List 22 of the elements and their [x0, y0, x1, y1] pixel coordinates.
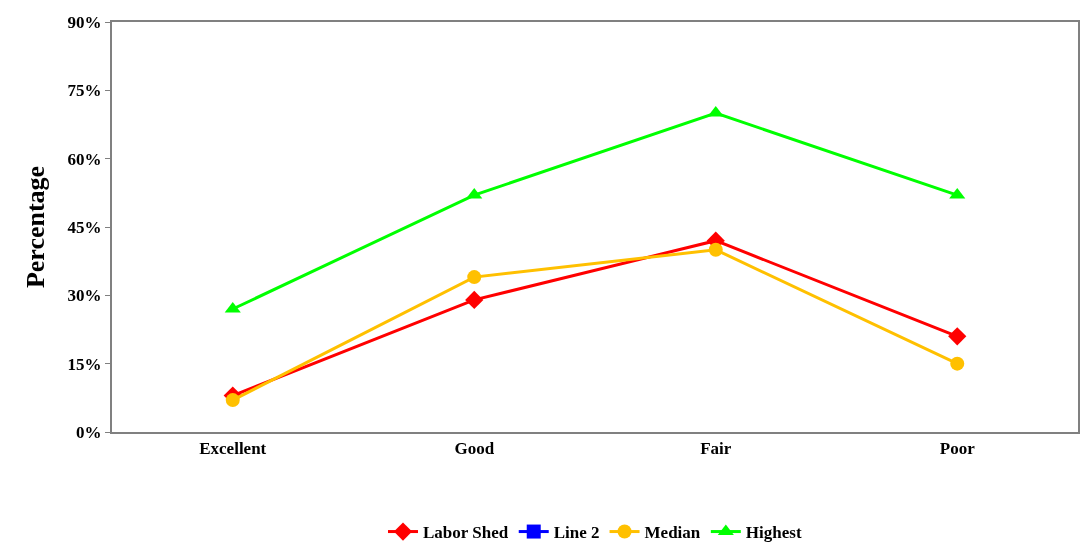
- y-axis-title: Percentage: [21, 165, 51, 289]
- legend-label: Highest: [745, 523, 802, 543]
- point: [467, 270, 482, 285]
- y-tick-label: 45%: [67, 217, 102, 237]
- x-tick-label: Poor: [939, 439, 976, 459]
- point: [948, 327, 967, 346]
- point: [225, 393, 240, 408]
- y-tick-label: 75%: [67, 81, 102, 101]
- x-tick-label: Excellent: [199, 439, 267, 459]
- y-tick-label: 30%: [67, 286, 102, 306]
- legend-label: Median: [644, 523, 701, 543]
- x-tick-label: Fair: [700, 439, 732, 459]
- point: [708, 242, 723, 257]
- y-tick-label: 60%: [67, 149, 102, 169]
- legend-label: Labor Shed: [423, 523, 509, 543]
- y-tick-label: 15%: [67, 354, 102, 374]
- y-tick-label: 90%: [67, 12, 102, 32]
- legend-label: Line 2: [553, 523, 600, 543]
- x-tick-label: Good: [454, 439, 495, 459]
- y-tick-label: 0%: [76, 422, 102, 442]
- point: [950, 356, 965, 371]
- point: [465, 290, 484, 309]
